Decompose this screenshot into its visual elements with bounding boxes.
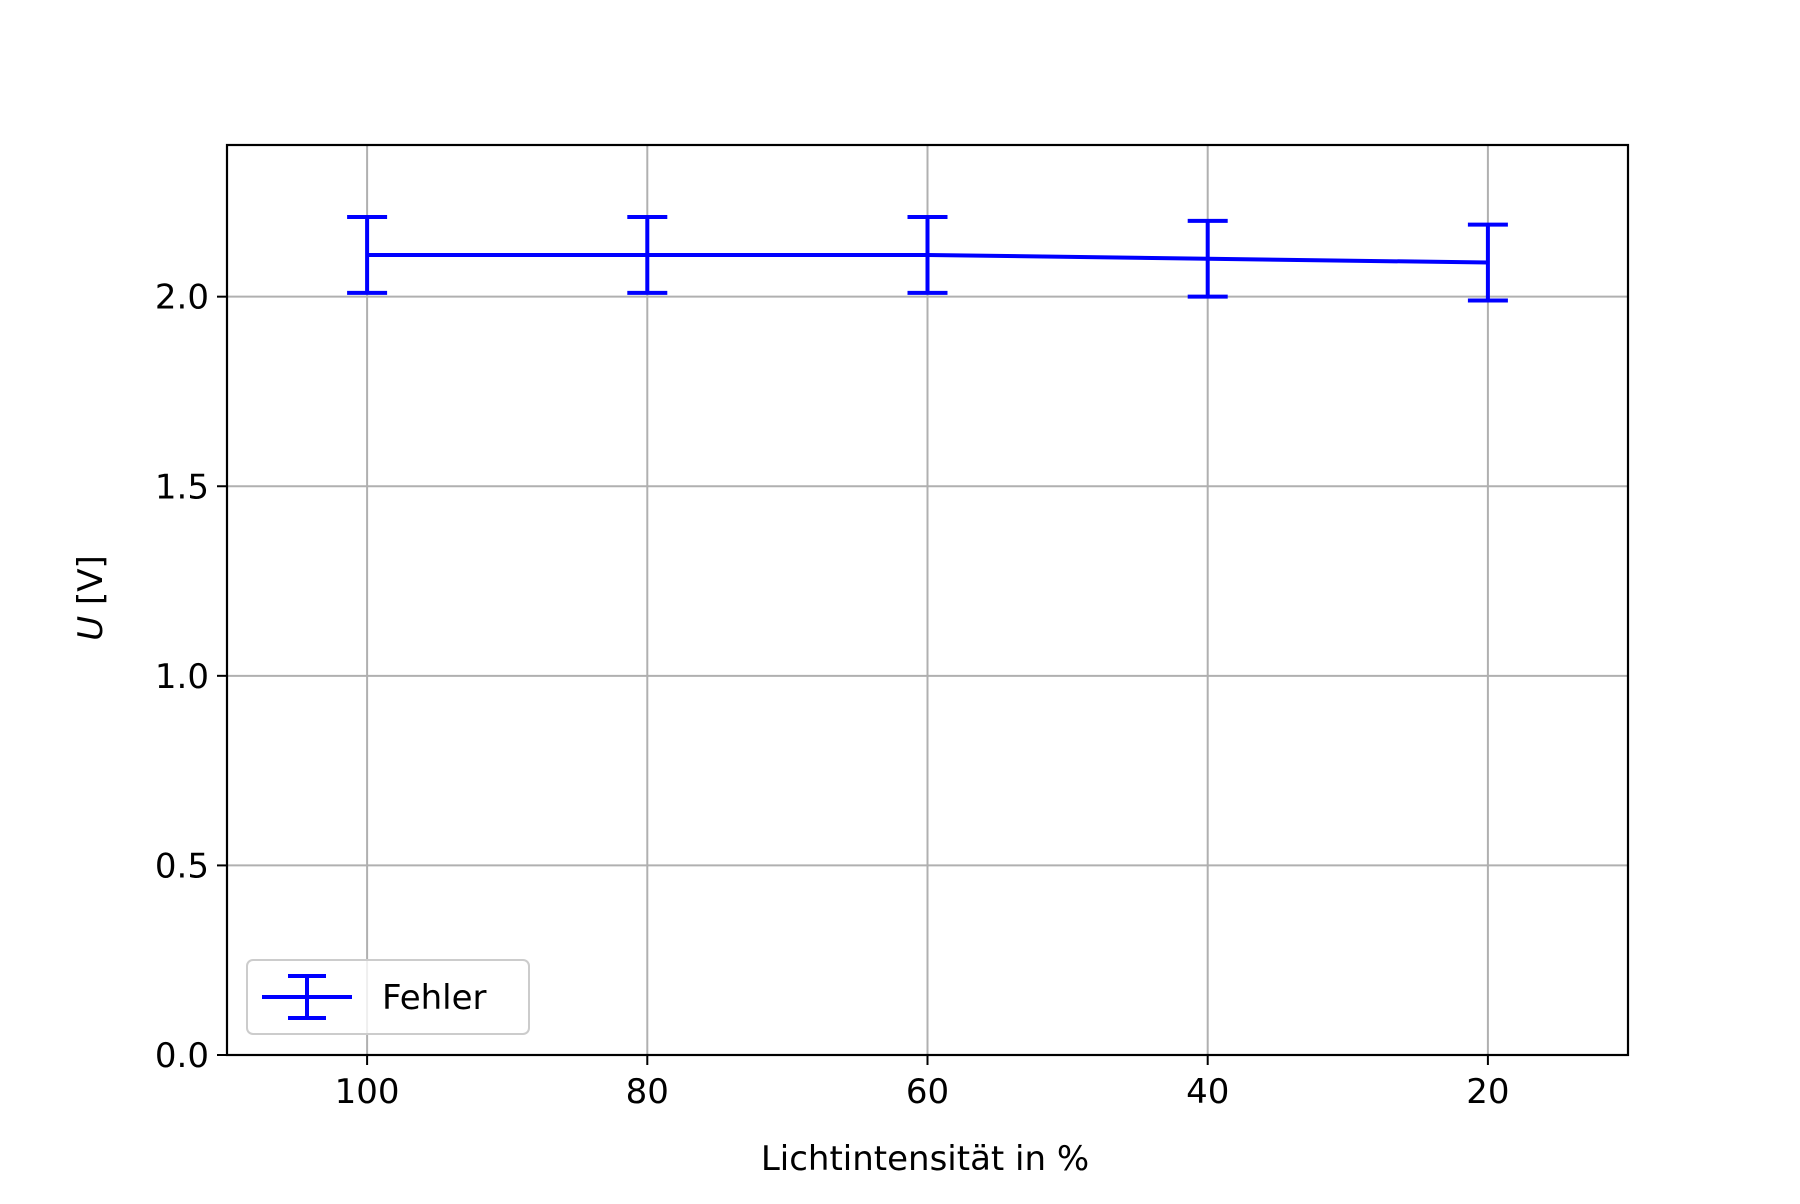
errorbar xyxy=(1187,218,1228,299)
y-tick-label: 1.0 xyxy=(155,657,209,697)
y-axis-label-symbol: U xyxy=(71,616,111,641)
y-tick-label: 0.5 xyxy=(155,846,209,886)
legend-box xyxy=(246,959,530,1035)
errorbar xyxy=(627,215,668,295)
x-tick-label: 80 xyxy=(626,1072,669,1112)
x-tick-label: 20 xyxy=(1466,1072,1509,1112)
x-axis-label: Lichtintensität in % xyxy=(761,1139,1089,1179)
y-tick-label: 1.5 xyxy=(155,467,209,507)
y-axis-label-unit: [V] xyxy=(71,555,111,616)
x-tick-label: 40 xyxy=(1186,1072,1229,1112)
legend-label: Fehler xyxy=(382,978,487,1018)
y-tick-label: 2.0 xyxy=(155,278,209,318)
y-axis-label: U [V] xyxy=(71,555,111,641)
errorbar xyxy=(1467,222,1508,303)
axis-ticks: 100 80 60 40 20 0.0 0.5 1.0 1.5 2.0 xyxy=(155,278,1510,1112)
legend: Fehler xyxy=(246,959,530,1035)
errorbar xyxy=(907,215,948,295)
x-tick-label: 100 xyxy=(335,1072,400,1112)
legend-handle xyxy=(262,974,352,1020)
y-tick-label: 0.0 xyxy=(155,1036,209,1076)
series-layer xyxy=(347,215,1508,303)
errorbar xyxy=(347,215,388,295)
x-tick-label: 60 xyxy=(906,1072,949,1112)
